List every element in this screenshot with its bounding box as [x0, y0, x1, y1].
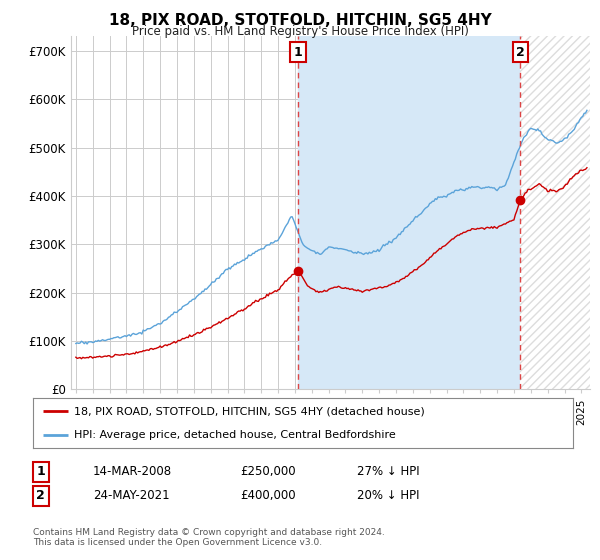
Text: 2: 2 — [516, 46, 525, 59]
Text: 1: 1 — [294, 46, 302, 59]
Text: 24-MAY-2021: 24-MAY-2021 — [93, 489, 170, 502]
Text: £250,000: £250,000 — [240, 465, 296, 478]
Text: £400,000: £400,000 — [240, 489, 296, 502]
Text: 14-MAR-2008: 14-MAR-2008 — [93, 465, 172, 478]
Text: 18, PIX ROAD, STOTFOLD, HITCHIN, SG5 4HY: 18, PIX ROAD, STOTFOLD, HITCHIN, SG5 4HY — [109, 13, 491, 28]
Text: HPI: Average price, detached house, Central Bedfordshire: HPI: Average price, detached house, Cent… — [74, 431, 395, 440]
Text: 2: 2 — [37, 489, 45, 502]
Text: 1: 1 — [37, 465, 45, 478]
Text: Contains HM Land Registry data © Crown copyright and database right 2024.
This d: Contains HM Land Registry data © Crown c… — [33, 528, 385, 547]
Text: 20% ↓ HPI: 20% ↓ HPI — [357, 489, 419, 502]
Text: 27% ↓ HPI: 27% ↓ HPI — [357, 465, 419, 478]
Bar — [298, 36, 520, 389]
Bar — [520, 36, 590, 389]
Text: Price paid vs. HM Land Registry's House Price Index (HPI): Price paid vs. HM Land Registry's House … — [131, 25, 469, 38]
Text: 18, PIX ROAD, STOTFOLD, HITCHIN, SG5 4HY (detached house): 18, PIX ROAD, STOTFOLD, HITCHIN, SG5 4HY… — [74, 406, 424, 416]
